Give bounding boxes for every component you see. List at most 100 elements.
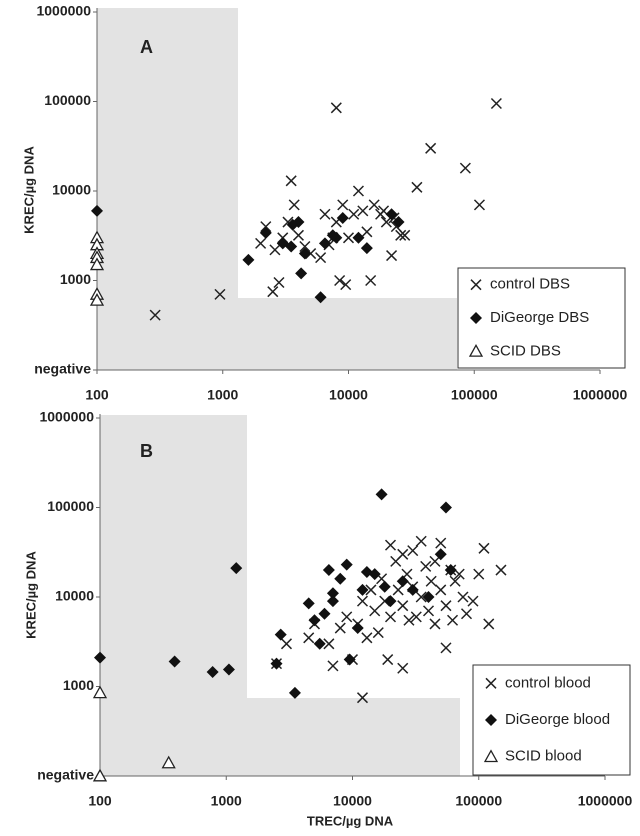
triangle-marker	[161, 755, 176, 769]
cross-marker	[386, 250, 398, 262]
diamond-marker	[340, 558, 353, 571]
diamond-marker	[318, 607, 331, 620]
diamond-marker	[298, 247, 311, 260]
cross-marker	[285, 175, 297, 187]
diamond-marker	[434, 548, 447, 561]
diamond-marker	[351, 622, 364, 635]
diamond-marker	[356, 583, 369, 596]
diamond-marker	[470, 312, 482, 324]
cross-marker	[357, 205, 369, 217]
diamond-marker	[396, 575, 409, 588]
cross-marker	[483, 618, 495, 630]
cross-marker	[490, 97, 502, 110]
diamond-marker	[334, 572, 347, 585]
y-tick-label: 100000	[47, 498, 94, 514]
cross-marker	[411, 181, 423, 193]
cross-marker	[368, 199, 380, 211]
diamond-marker	[368, 568, 381, 581]
cross-marker	[342, 232, 355, 244]
cross-marker	[288, 199, 300, 211]
triangle-marker	[92, 768, 108, 782]
y-tick-label: 1000	[60, 271, 91, 287]
cross-marker	[372, 627, 384, 639]
cross-marker	[380, 216, 392, 228]
cross-marker	[319, 208, 331, 220]
x-tick-label: 100000	[455, 793, 502, 809]
cross-marker	[435, 537, 447, 549]
diamond-marker	[288, 686, 301, 699]
cross-marker	[410, 611, 422, 623]
cross-marker	[260, 221, 272, 233]
cross-marker	[470, 279, 482, 291]
diamond-marker	[326, 587, 339, 600]
cross-marker	[323, 638, 335, 650]
cross-marker	[495, 564, 507, 576]
cross-marker	[280, 638, 293, 650]
triangle-marker	[483, 749, 499, 763]
shaded-region	[97, 8, 238, 370]
diamond-marker	[322, 564, 335, 577]
diamond-marker	[343, 653, 356, 666]
cross-marker	[269, 244, 281, 256]
cross-marker	[459, 162, 471, 174]
cross-marker	[365, 584, 377, 596]
diamond-marker	[384, 595, 397, 608]
diamond-marker	[392, 216, 405, 229]
shaded-region	[238, 298, 457, 370]
diamond-marker	[295, 267, 308, 280]
cross-marker	[447, 614, 459, 626]
y-tick-label: negative	[34, 361, 91, 377]
cross-marker	[407, 545, 419, 557]
diamond-marker	[360, 242, 373, 255]
cross-marker	[365, 274, 377, 287]
diamond-marker	[444, 564, 457, 577]
legend-box	[457, 267, 626, 369]
cross-marker	[273, 276, 285, 289]
legend-label: DiGeorge DBS	[490, 309, 589, 326]
cross-marker	[334, 274, 346, 287]
cross-marker	[460, 608, 473, 620]
panel-label: A	[140, 37, 153, 57]
cross-marker	[415, 591, 427, 603]
diamond-marker	[422, 591, 435, 603]
triangle-marker	[89, 293, 105, 306]
triangle-marker	[92, 685, 108, 699]
x-tick-label: 1000000	[578, 793, 633, 809]
diamond-marker	[485, 714, 497, 726]
shaded-region	[100, 415, 247, 776]
x-tick-label: 100000	[451, 387, 498, 403]
diamond-marker	[378, 580, 391, 593]
cross-marker	[214, 288, 226, 300]
cross-marker	[397, 548, 409, 560]
legend-label: SCID blood	[505, 748, 582, 765]
diamond-marker	[406, 583, 419, 596]
cross-marker	[440, 642, 452, 654]
y-tick-label: 10000	[52, 182, 91, 198]
triangle-marker	[89, 257, 105, 271]
cross-marker	[420, 560, 432, 572]
diamond-marker	[94, 651, 106, 664]
diamond-marker	[302, 597, 315, 610]
legend-label: SCID DBS	[490, 342, 561, 359]
x-tick-label: 1000000	[573, 387, 628, 403]
y-tick-label: 1000000	[39, 409, 94, 425]
cross-marker	[415, 535, 427, 547]
diamond-marker	[274, 628, 287, 641]
panel-label: B	[140, 441, 153, 461]
cross-marker	[327, 660, 339, 672]
cross-marker	[429, 618, 441, 630]
cross-marker	[348, 208, 360, 220]
cross-marker	[395, 229, 407, 241]
cross-marker	[478, 542, 490, 554]
cross-marker	[422, 605, 435, 617]
diamond-marker	[326, 595, 339, 608]
x-tick-label: 10000	[333, 793, 372, 809]
y-axis-label: KREC/µg DNA	[23, 551, 38, 639]
x-tick-label: 1000	[211, 793, 242, 809]
y-tick-label: 1000	[63, 677, 94, 693]
diamond-marker	[336, 211, 349, 224]
diamond-marker	[439, 501, 452, 514]
triangle-marker	[468, 343, 484, 357]
diamond-marker	[206, 666, 219, 679]
cross-marker	[384, 539, 397, 551]
